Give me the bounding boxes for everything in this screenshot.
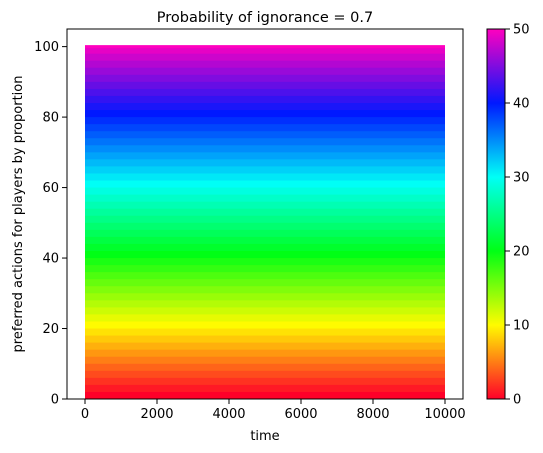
area-band xyxy=(85,81,445,90)
colorbar-tick-label: 50 xyxy=(513,23,530,38)
area-band xyxy=(85,307,445,316)
area-band xyxy=(85,286,445,294)
x-tick-label: 2000 xyxy=(140,407,173,422)
plot-area xyxy=(85,45,445,399)
y-tick-label: 0 xyxy=(51,393,59,408)
y-tick-label: 20 xyxy=(42,322,59,337)
area-band xyxy=(85,208,445,217)
area-band xyxy=(85,117,445,125)
area-band xyxy=(85,131,445,139)
x-tick-label: 10000 xyxy=(424,407,465,422)
area-band xyxy=(85,236,445,245)
area-band xyxy=(85,293,445,301)
area-band xyxy=(85,314,445,323)
x-tick-label: 8000 xyxy=(356,407,389,422)
colorbar-tick-label: 10 xyxy=(513,319,530,334)
x-tick-label: 4000 xyxy=(212,407,245,422)
area-band xyxy=(85,60,445,69)
area-band xyxy=(85,124,445,132)
area-band xyxy=(85,194,445,203)
area-band xyxy=(85,251,445,259)
area-band xyxy=(85,166,445,175)
area-band xyxy=(85,159,445,168)
y-tick-label: 60 xyxy=(42,181,59,196)
area-band xyxy=(85,265,445,273)
area-band xyxy=(85,384,445,393)
y-axis-label: preferred actions for players by proport… xyxy=(11,76,26,353)
area-band xyxy=(85,215,445,224)
area-band xyxy=(85,152,445,160)
area-band xyxy=(85,180,445,189)
area-band xyxy=(85,103,445,111)
x-axis: 0 2000 4000 6000 8000 10000 xyxy=(81,399,466,422)
area-band xyxy=(85,74,445,83)
y-axis: 0 20 40 60 80 100 xyxy=(34,40,67,408)
chart-title: Probability of ignorance = 0.7 xyxy=(157,10,374,26)
x-tick-label: 0 xyxy=(81,407,89,422)
area-band xyxy=(85,95,445,104)
area-band xyxy=(85,187,445,196)
area-band xyxy=(85,321,445,330)
area-band xyxy=(85,173,445,182)
area-band xyxy=(85,300,445,308)
y-tick-label: 40 xyxy=(42,252,59,267)
colorbar-tick-label: 0 xyxy=(513,393,521,408)
area-band xyxy=(85,243,445,252)
x-axis-label: time xyxy=(250,429,279,444)
colorbar-axis: 0 10 20 30 40 50 xyxy=(505,23,530,408)
area-band xyxy=(85,356,445,365)
y-tick-label: 100 xyxy=(34,40,59,55)
area-band xyxy=(85,391,445,399)
area-band xyxy=(85,222,445,231)
x-tick-label: 6000 xyxy=(284,407,317,422)
area-band xyxy=(85,370,445,379)
area-band xyxy=(85,279,445,287)
area-band xyxy=(85,349,445,358)
area-band xyxy=(85,46,445,55)
area-band xyxy=(85,88,445,97)
colorbar xyxy=(486,28,506,400)
area-band xyxy=(85,363,445,372)
area-band xyxy=(85,258,445,266)
plot-frame xyxy=(66,28,464,400)
area-band xyxy=(85,377,445,386)
area-band xyxy=(85,67,445,76)
area-band xyxy=(85,229,445,238)
area-band xyxy=(85,110,445,118)
y-tick-label: 80 xyxy=(42,111,59,126)
area-band xyxy=(85,201,445,210)
area-band xyxy=(85,272,445,280)
area-band xyxy=(85,342,445,351)
area-band xyxy=(85,145,445,153)
area-band xyxy=(85,138,445,146)
area-band xyxy=(85,328,445,337)
area-band xyxy=(85,335,445,344)
colorbar-tick-label: 40 xyxy=(513,97,530,112)
colorbar-tick-label: 30 xyxy=(513,171,530,186)
area-band xyxy=(85,53,445,62)
colorbar-tick-label: 20 xyxy=(513,245,530,260)
